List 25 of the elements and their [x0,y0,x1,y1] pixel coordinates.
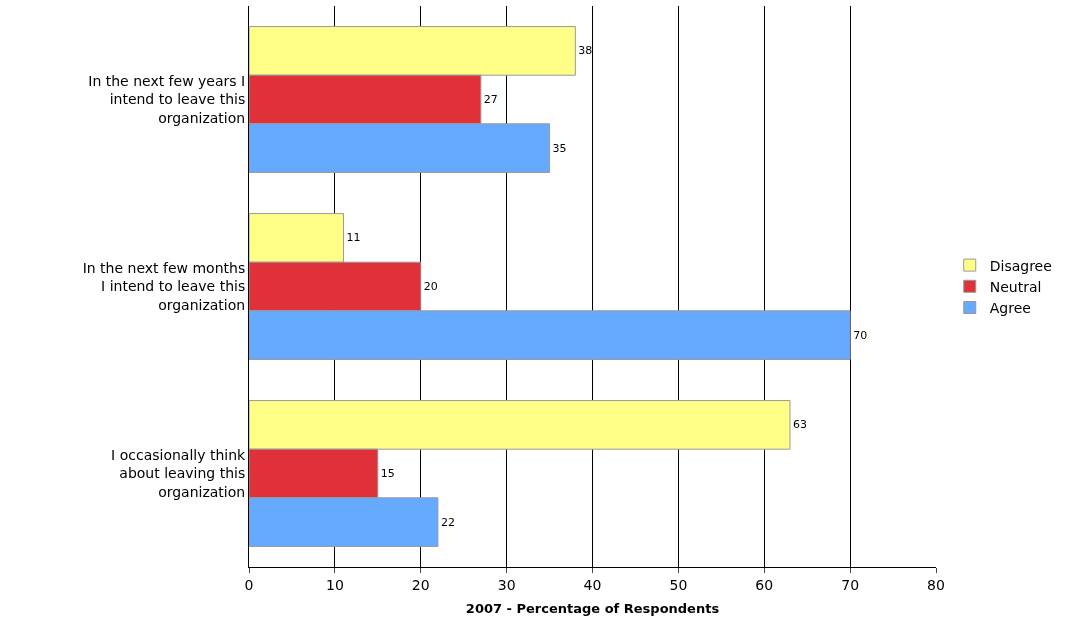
data-label: 63 [793,418,808,432]
legend-label: Agree [989,299,1031,316]
x-tick-label: 80 [927,576,945,593]
y-tick-label: In the next few months I intend to leave this organization [82,260,246,313]
legend-label: Neutral [989,278,1042,295]
x-axis-title: 2007 - Percentage of Respondents [465,601,720,617]
data-label: 70 [853,328,868,342]
x-tick-label: 70 [841,576,860,593]
y-tick-label: In the next few years I intend to leave this organization [88,73,246,126]
legend-label: Disagree [989,257,1052,274]
x-tick-label: 10 [325,576,344,593]
data-label: 22 [440,515,455,529]
data-label: 20 [423,280,438,293]
data-label: 35 [552,141,567,155]
data-label: 27 [483,93,498,106]
y-tick-label: I occasionally think about leaving this organization [111,447,247,500]
x-tick-label: 30 [497,576,516,593]
x-tick-label: 50 [669,576,688,593]
data-label: 11 [346,231,361,245]
data-label: 38 [578,44,593,58]
x-tick-label: 20 [411,576,430,593]
data-label: 15 [380,467,395,480]
x-tick-label: 40 [583,576,602,593]
x-tick-label: 60 [755,576,774,593]
x-tick-label: 0 [244,576,254,593]
